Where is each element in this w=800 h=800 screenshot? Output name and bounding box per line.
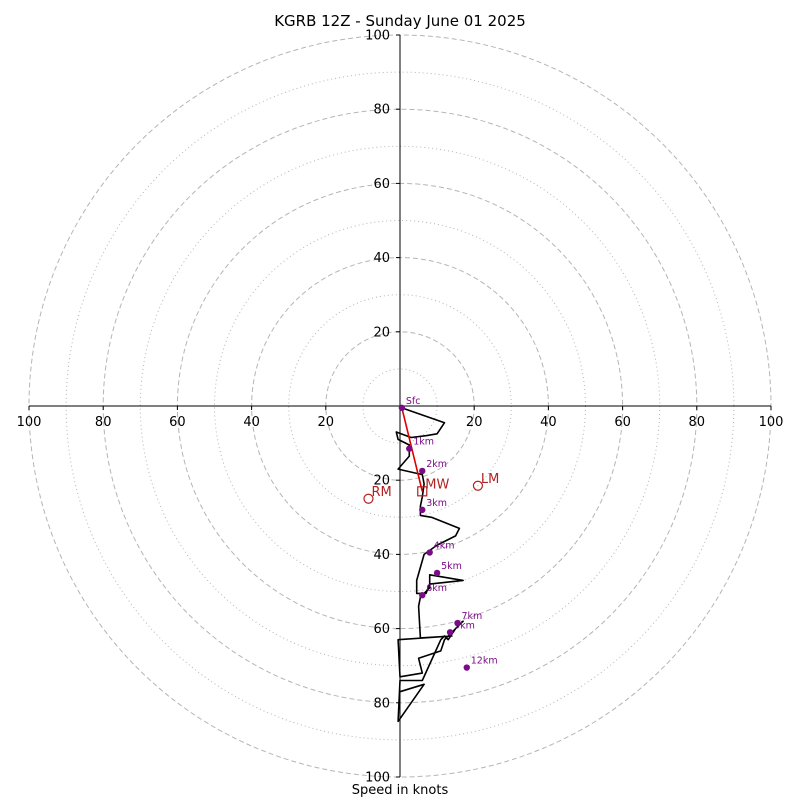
storm-motion-marker-2 <box>417 486 428 497</box>
storm-motion-marker-1 <box>472 480 484 491</box>
x-tick-label-9: 100 <box>759 415 784 430</box>
height-marker-label-9: 12km <box>471 656 498 667</box>
x-tick-label-1: 80 <box>95 415 112 430</box>
y-tick-label-8: 80 <box>373 696 390 711</box>
height-marker-2 <box>419 467 426 475</box>
x-tick-label-7: 60 <box>614 415 631 430</box>
y-tick-label-7: 60 <box>373 622 390 637</box>
height-marker-label-6: 6km <box>426 583 447 594</box>
y-tick-label-2: 60 <box>373 177 390 192</box>
height-marker-3 <box>419 506 426 514</box>
height-marker-label-3: 3km <box>426 498 447 509</box>
height-marker-4 <box>426 549 433 556</box>
chart-title: KGRB 12Z - Sunday June 01 2025 <box>274 12 526 30</box>
height-marker-8 <box>446 629 454 636</box>
storm-motion-marker-0 <box>363 493 374 504</box>
y-tick-label-5: 20 <box>373 474 390 489</box>
height-marker-label-4: 4km <box>434 541 455 552</box>
x-tick-label-6: 40 <box>540 415 557 430</box>
height-marker-label-0: Sfc <box>406 396 421 407</box>
height-marker-6 <box>419 592 426 599</box>
height-marker-7 <box>454 619 461 627</box>
x-axis-label: Speed in knots <box>351 783 449 798</box>
height-marker-label-2: 2km <box>426 459 447 470</box>
y-tick-label-4: 20 <box>373 325 390 340</box>
x-tick-label-0: 100 <box>17 415 42 430</box>
height-marker-9 <box>463 664 470 671</box>
storm-motion-label-0: RM <box>371 485 391 500</box>
height-marker-label-1: 1km <box>413 437 434 448</box>
height-marker-1 <box>406 445 413 452</box>
height-marker-label-8: 9km <box>454 620 475 631</box>
storm-motion-label-2: MW <box>425 477 449 492</box>
height-marker-label-7: 7km <box>462 611 483 622</box>
y-tick-label-0: 100 <box>365 29 390 44</box>
x-tick-label-3: 40 <box>243 415 260 430</box>
x-tick-label-8: 80 <box>689 415 706 430</box>
y-tick-label-3: 40 <box>373 251 390 266</box>
x-tick-label-5: 20 <box>466 415 483 430</box>
x-tick-label-2: 60 <box>169 415 186 430</box>
height-marker-0 <box>398 404 406 412</box>
y-tick-label-9: 100 <box>365 771 390 786</box>
x-tick-label-4: 20 <box>318 415 335 430</box>
height-marker-label-5: 5km <box>441 561 462 572</box>
height-marker-5 <box>433 569 441 577</box>
storm-motion-label-1: LM <box>481 472 499 487</box>
y-tick-label-6: 40 <box>373 548 390 563</box>
y-tick-label-1: 80 <box>373 103 390 118</box>
